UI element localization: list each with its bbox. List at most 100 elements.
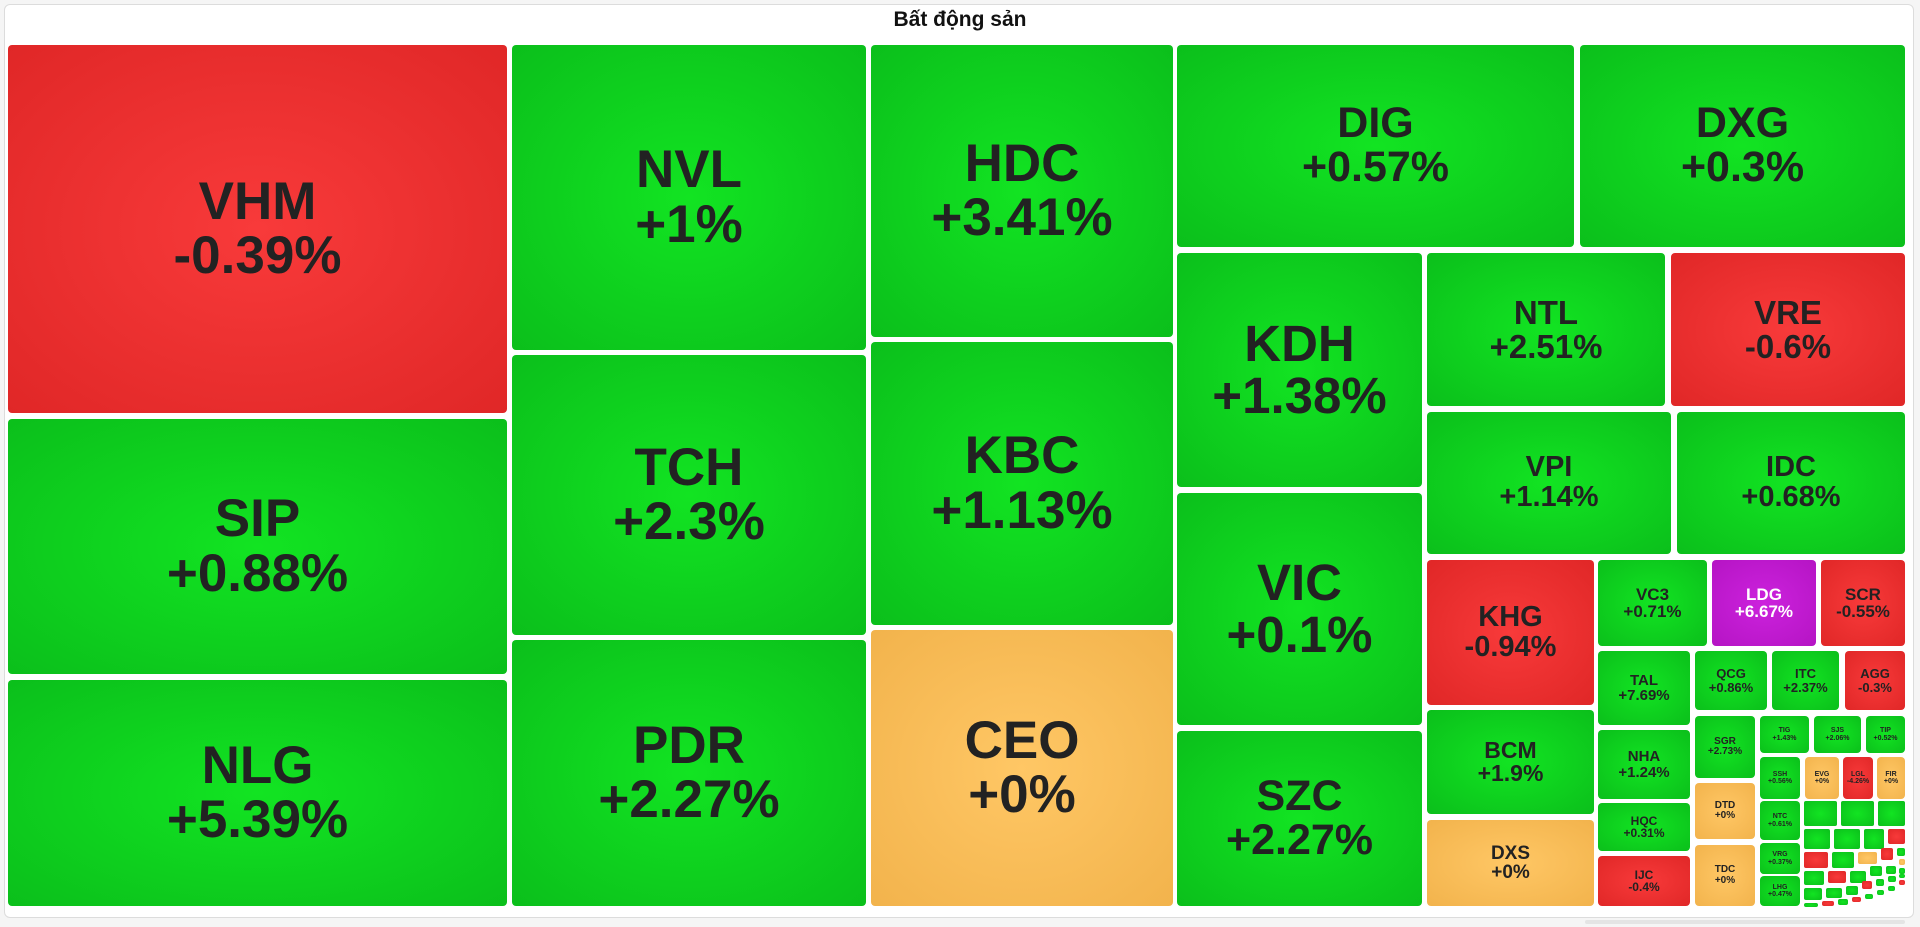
tile-symbol: VPI xyxy=(1525,451,1573,484)
minor-tile[interactable] xyxy=(1864,829,1884,849)
minor-tile[interactable] xyxy=(1877,890,1884,895)
tile-ssh[interactable]: SSH +0.56% xyxy=(1760,757,1800,799)
tile-symbol: TIG xyxy=(1778,727,1791,735)
minor-tile[interactable] xyxy=(1899,874,1905,878)
tile-szc[interactable]: SZC +2.27% xyxy=(1177,731,1422,906)
tile-nvl[interactable]: NVL +1% xyxy=(512,45,866,350)
tile-agg[interactable]: AGG -0.3% xyxy=(1845,651,1905,710)
tile-change: +1% xyxy=(635,194,743,254)
minor-tile[interactable] xyxy=(1850,871,1866,883)
tile-symbol: KHG xyxy=(1478,600,1543,633)
tile-dxg[interactable]: DXG +0.3% xyxy=(1580,45,1905,247)
tile-change: +0.68% xyxy=(1741,481,1841,513)
tile-qcg[interactable]: QCG +0.86% xyxy=(1695,651,1767,710)
tile-symbol: NTC xyxy=(1772,813,1788,821)
minor-tile[interactable] xyxy=(1828,871,1846,883)
minor-tile[interactable] xyxy=(1899,859,1905,865)
tile-tip[interactable]: TIP +0.52% xyxy=(1866,716,1905,753)
tile-symbol: VIC xyxy=(1256,553,1343,611)
tile-hqc[interactable]: HQC +0.31% xyxy=(1598,803,1690,851)
tile-ceo[interactable]: CEO +0% xyxy=(871,630,1173,906)
minor-tile[interactable] xyxy=(1822,901,1834,906)
minor-tile[interactable] xyxy=(1846,886,1858,895)
minor-tile[interactable] xyxy=(1897,848,1905,856)
tile-change: +0% xyxy=(1883,778,1899,785)
minor-tile[interactable] xyxy=(1878,801,1905,826)
minor-tile[interactable] xyxy=(1804,852,1828,868)
tile-sgr[interactable]: SGR +2.73% xyxy=(1695,716,1755,778)
tile-bcm[interactable]: BCM +1.9% xyxy=(1427,710,1594,814)
tile-sjs[interactable]: SJS +2.06% xyxy=(1814,716,1861,753)
minor-tile[interactable] xyxy=(1881,848,1893,860)
tile-ntl[interactable]: NTL +2.51% xyxy=(1427,253,1665,406)
tile-vpi[interactable]: VPI +1.14% xyxy=(1427,412,1671,554)
minor-tile[interactable] xyxy=(1804,871,1824,885)
tile-sip[interactable]: SIP +0.88% xyxy=(8,419,507,674)
tile-itc[interactable]: ITC +2.37% xyxy=(1772,651,1839,710)
minor-tile[interactable] xyxy=(1804,801,1837,826)
tile-dig[interactable]: DIG +0.57% xyxy=(1177,45,1574,247)
minor-tile[interactable] xyxy=(1826,888,1842,898)
tile-change: +2.73% xyxy=(1707,746,1743,757)
minor-tile[interactable] xyxy=(1888,829,1905,844)
tile-fir[interactable]: FIR +0% xyxy=(1877,757,1905,799)
tile-khg[interactable]: KHG -0.94% xyxy=(1427,560,1594,705)
tile-kbc[interactable]: KBC +1.13% xyxy=(871,342,1173,625)
minor-tile[interactable] xyxy=(1804,829,1830,849)
tile-symbol: FIR xyxy=(1885,770,1897,778)
tile-tal[interactable]: TAL +7.69% xyxy=(1598,651,1690,725)
tile-change: +0.37% xyxy=(1768,858,1792,866)
tile-lhg[interactable]: LHG +0.47% xyxy=(1760,876,1800,906)
tile-change: +0.31% xyxy=(1623,826,1665,840)
tile-dxs[interactable]: DXS +0% xyxy=(1427,820,1594,906)
tile-change: -0.6% xyxy=(1744,327,1832,365)
tile-ldg[interactable]: LDG +6.67% xyxy=(1712,560,1816,646)
tile-change: +0.86% xyxy=(1708,679,1754,695)
minor-tile[interactable] xyxy=(1841,801,1874,826)
tile-tdc[interactable]: TDC +0% xyxy=(1695,845,1755,906)
minor-tile[interactable] xyxy=(1804,888,1822,900)
tile-vhm[interactable]: VHM -0.39% xyxy=(8,45,507,413)
minor-tile[interactable] xyxy=(1834,829,1860,849)
tile-vrg[interactable]: VRG +0.37% xyxy=(1760,843,1800,874)
tile-vic[interactable]: VIC +0.1% xyxy=(1177,493,1422,725)
tile-tch[interactable]: TCH +2.3% xyxy=(512,355,866,635)
tile-change: +0.56% xyxy=(1768,778,1792,785)
tile-dtd[interactable]: DTD +0% xyxy=(1695,783,1755,839)
tile-scr[interactable]: SCR -0.55% xyxy=(1821,560,1905,646)
tile-symbol: TDC xyxy=(1714,864,1736,876)
horizontal-scrollbar[interactable] xyxy=(1585,920,1905,924)
tile-kdh[interactable]: KDH +1.38% xyxy=(1177,253,1422,487)
tile-change: +2.27% xyxy=(598,770,780,829)
tile-pdr[interactable]: PDR +2.27% xyxy=(512,640,866,906)
minor-tile[interactable] xyxy=(1862,881,1872,889)
minor-tile[interactable] xyxy=(1804,903,1818,907)
minor-tile[interactable] xyxy=(1852,897,1861,902)
tile-change: +5.39% xyxy=(166,790,349,849)
minor-tile[interactable] xyxy=(1838,899,1848,905)
tile-evg[interactable]: EVG +0% xyxy=(1805,757,1839,799)
minor-tile[interactable] xyxy=(1886,866,1896,874)
minor-tile[interactable] xyxy=(1870,866,1882,876)
tile-nlg[interactable]: NLG +5.39% xyxy=(8,680,507,906)
minor-tile[interactable] xyxy=(1899,880,1905,885)
tile-hdc[interactable]: HDC +3.41% xyxy=(871,45,1173,337)
minor-tile[interactable] xyxy=(1832,852,1854,868)
tile-lgl[interactable]: LGL -4.26% xyxy=(1843,757,1873,799)
tile-symbol: AGG xyxy=(1860,666,1890,682)
minor-tile[interactable] xyxy=(1865,894,1873,899)
tile-idc[interactable]: IDC +0.68% xyxy=(1677,412,1905,554)
minor-tile[interactable] xyxy=(1888,876,1896,882)
minor-tile[interactable] xyxy=(1858,852,1877,864)
tile-symbol: VRE xyxy=(1754,293,1822,331)
minor-tile[interactable] xyxy=(1888,886,1895,891)
tile-symbol: KDH xyxy=(1244,314,1355,372)
tile-nha[interactable]: NHA +1.24% xyxy=(1598,730,1690,799)
minor-tile[interactable] xyxy=(1876,879,1884,886)
tile-tig[interactable]: TIG +1.43% xyxy=(1760,716,1809,753)
tile-vre[interactable]: VRE -0.6% xyxy=(1671,253,1905,406)
tile-ntc[interactable]: NTC +0.61% xyxy=(1760,801,1800,840)
minor-tile[interactable] xyxy=(1899,868,1905,874)
tile-ijc[interactable]: IJC -0.4% xyxy=(1598,856,1690,906)
tile-vc3[interactable]: VC3 +0.71% xyxy=(1598,560,1707,646)
